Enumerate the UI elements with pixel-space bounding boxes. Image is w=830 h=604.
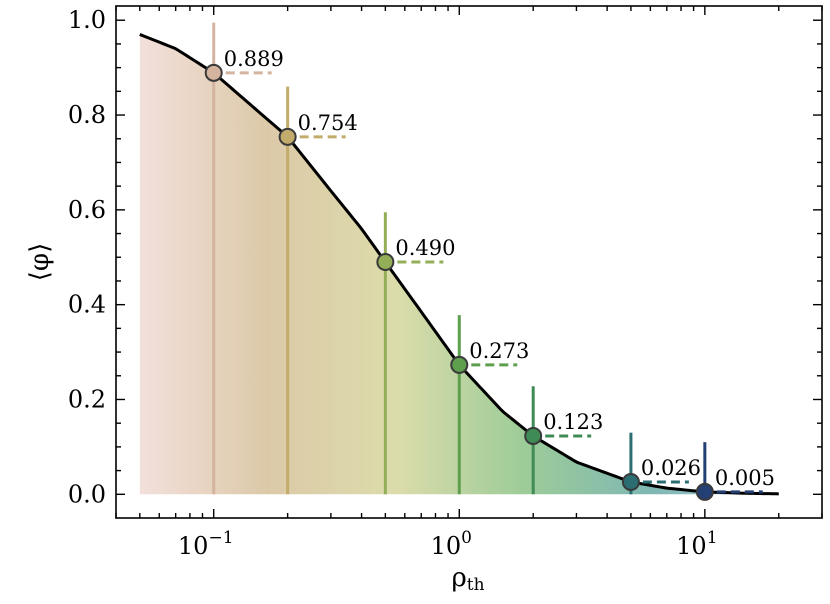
y-tick-label-2: 0.4	[68, 291, 106, 319]
x-axis-label: ρth	[451, 563, 484, 595]
x-tick-label-1: 100	[431, 528, 472, 560]
data-label-0: 0.889	[224, 47, 284, 71]
area-fill	[139, 34, 779, 495]
marker-layer	[204, 63, 714, 501]
errorbar-layer	[212, 22, 707, 495]
x-tick-label-0: 10−1	[178, 528, 234, 560]
x-tick-label-2: 101	[676, 528, 717, 560]
data-point-2	[376, 253, 395, 271]
data-point-4	[524, 426, 543, 445]
data-label-1: 0.754	[298, 111, 358, 135]
data-label-6: 0.005	[715, 466, 775, 490]
area-fill-layer	[139, 34, 779, 495]
data-label-5: 0.026	[641, 456, 701, 480]
data-point-0	[204, 63, 223, 82]
y-tick-label-3: 0.6	[68, 196, 106, 224]
y-tick-label-1: 0.2	[68, 385, 106, 413]
data-point-3	[450, 355, 469, 374]
data-label-4: 0.123	[543, 410, 603, 434]
y-tick-label-4: 0.8	[68, 101, 106, 129]
data-point-1	[278, 127, 297, 146]
data-point-5	[621, 472, 640, 491]
data-label-3: 0.273	[469, 339, 529, 363]
tick-layer: 0.0 0.2 0.4 0.6 0.8 1.0 10−1 100 101	[68, 6, 823, 560]
y-tick-label-0: 0.0	[68, 480, 106, 508]
x-axis-label-sub: th	[467, 575, 485, 595]
y-axis-label: ⟨φ⟩	[25, 243, 55, 282]
plot-frame	[115, 5, 823, 519]
data-label-layer: 0.889 0.754 0.490 0.273 0.123 0.026 0.005	[224, 47, 775, 494]
data-label-2: 0.490	[395, 236, 455, 260]
data-point-6	[695, 482, 714, 501]
x-axis-label-main: ρ	[451, 563, 466, 593]
y-tick-label-5: 1.0	[68, 6, 106, 34]
